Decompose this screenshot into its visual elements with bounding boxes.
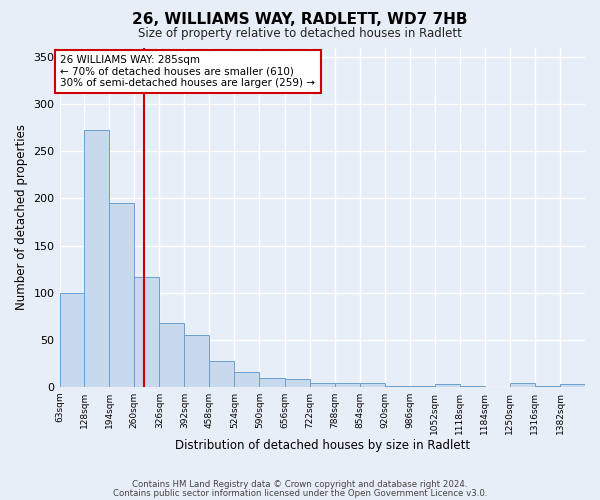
Text: Contains public sector information licensed under the Open Government Licence v3: Contains public sector information licen…: [113, 488, 487, 498]
Bar: [84, 130, 109, 387]
Y-axis label: Number of detached properties: Number of detached properties: [15, 124, 28, 310]
Bar: [184, 335, 209, 387]
Bar: [284, 380, 310, 387]
Bar: [310, 383, 335, 387]
Text: 26 WILLIAMS WAY: 285sqm
← 70% of detached houses are smaller (610)
30% of semi-d: 26 WILLIAMS WAY: 285sqm ← 70% of detache…: [61, 55, 316, 88]
Text: Size of property relative to detached houses in Radlett: Size of property relative to detached ho…: [138, 28, 462, 40]
Text: Contains HM Land Registry data © Crown copyright and database right 2024.: Contains HM Land Registry data © Crown c…: [132, 480, 468, 489]
Bar: [385, 386, 410, 387]
Bar: [235, 372, 259, 387]
Bar: [410, 386, 435, 387]
Bar: [259, 378, 284, 387]
Bar: [134, 276, 160, 387]
Bar: [510, 383, 535, 387]
Bar: [59, 292, 84, 387]
Bar: [160, 323, 184, 387]
Bar: [435, 384, 460, 387]
X-axis label: Distribution of detached houses by size in Radlett: Distribution of detached houses by size …: [175, 440, 470, 452]
Bar: [535, 386, 560, 387]
Bar: [109, 203, 134, 387]
Bar: [560, 384, 585, 387]
Bar: [335, 383, 359, 387]
Bar: [209, 362, 235, 387]
Text: 26, WILLIAMS WAY, RADLETT, WD7 7HB: 26, WILLIAMS WAY, RADLETT, WD7 7HB: [132, 12, 468, 28]
Bar: [460, 386, 485, 387]
Bar: [359, 383, 385, 387]
